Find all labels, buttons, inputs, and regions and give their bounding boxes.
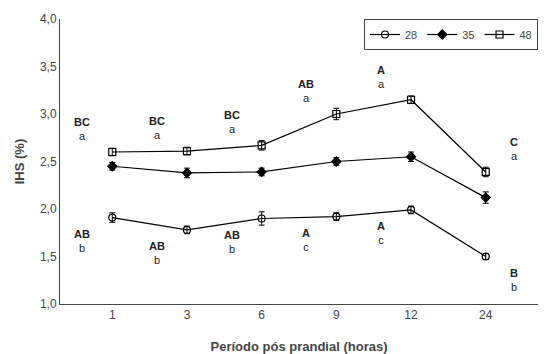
svg-text:Ac: Ac	[302, 227, 310, 253]
svg-text:28: 28	[405, 29, 417, 41]
svg-text:ABa: ABa	[298, 78, 314, 104]
svg-text:Bb: Bb	[510, 267, 518, 293]
svg-text:6: 6	[258, 308, 265, 322]
svg-text:BCa: BCa	[224, 109, 240, 135]
svg-text:Aa: Aa	[377, 64, 385, 90]
svg-text:2,0: 2,0	[40, 202, 57, 216]
svg-text:48: 48	[520, 29, 532, 41]
svg-text:2,5: 2,5	[40, 155, 57, 169]
svg-text:IHS (%): IHS (%)	[12, 139, 27, 185]
svg-text:4,0: 4,0	[40, 12, 57, 26]
svg-text:Ac: Ac	[377, 220, 385, 246]
svg-text:1: 1	[109, 308, 116, 322]
svg-text:35: 35	[462, 29, 474, 41]
svg-text:12: 12	[404, 308, 418, 322]
svg-text:BCa: BCa	[149, 115, 165, 141]
svg-text:Ca: Ca	[510, 136, 518, 162]
svg-text:ABb: ABb	[74, 228, 90, 254]
svg-text:BCa: BCa	[74, 116, 90, 142]
svg-text:24: 24	[479, 308, 493, 322]
svg-text:Período pós prandial (horas): Período pós prandial (horas)	[211, 339, 388, 354]
svg-text:3,5: 3,5	[40, 60, 57, 74]
svg-text:9: 9	[333, 308, 340, 322]
svg-text:1,5: 1,5	[40, 250, 57, 264]
svg-text:1,0: 1,0	[40, 297, 57, 311]
svg-text:ABb: ABb	[224, 229, 240, 255]
svg-text:3,0: 3,0	[40, 107, 57, 121]
svg-text:ABb: ABb	[149, 240, 165, 266]
svg-text:3: 3	[184, 308, 191, 322]
